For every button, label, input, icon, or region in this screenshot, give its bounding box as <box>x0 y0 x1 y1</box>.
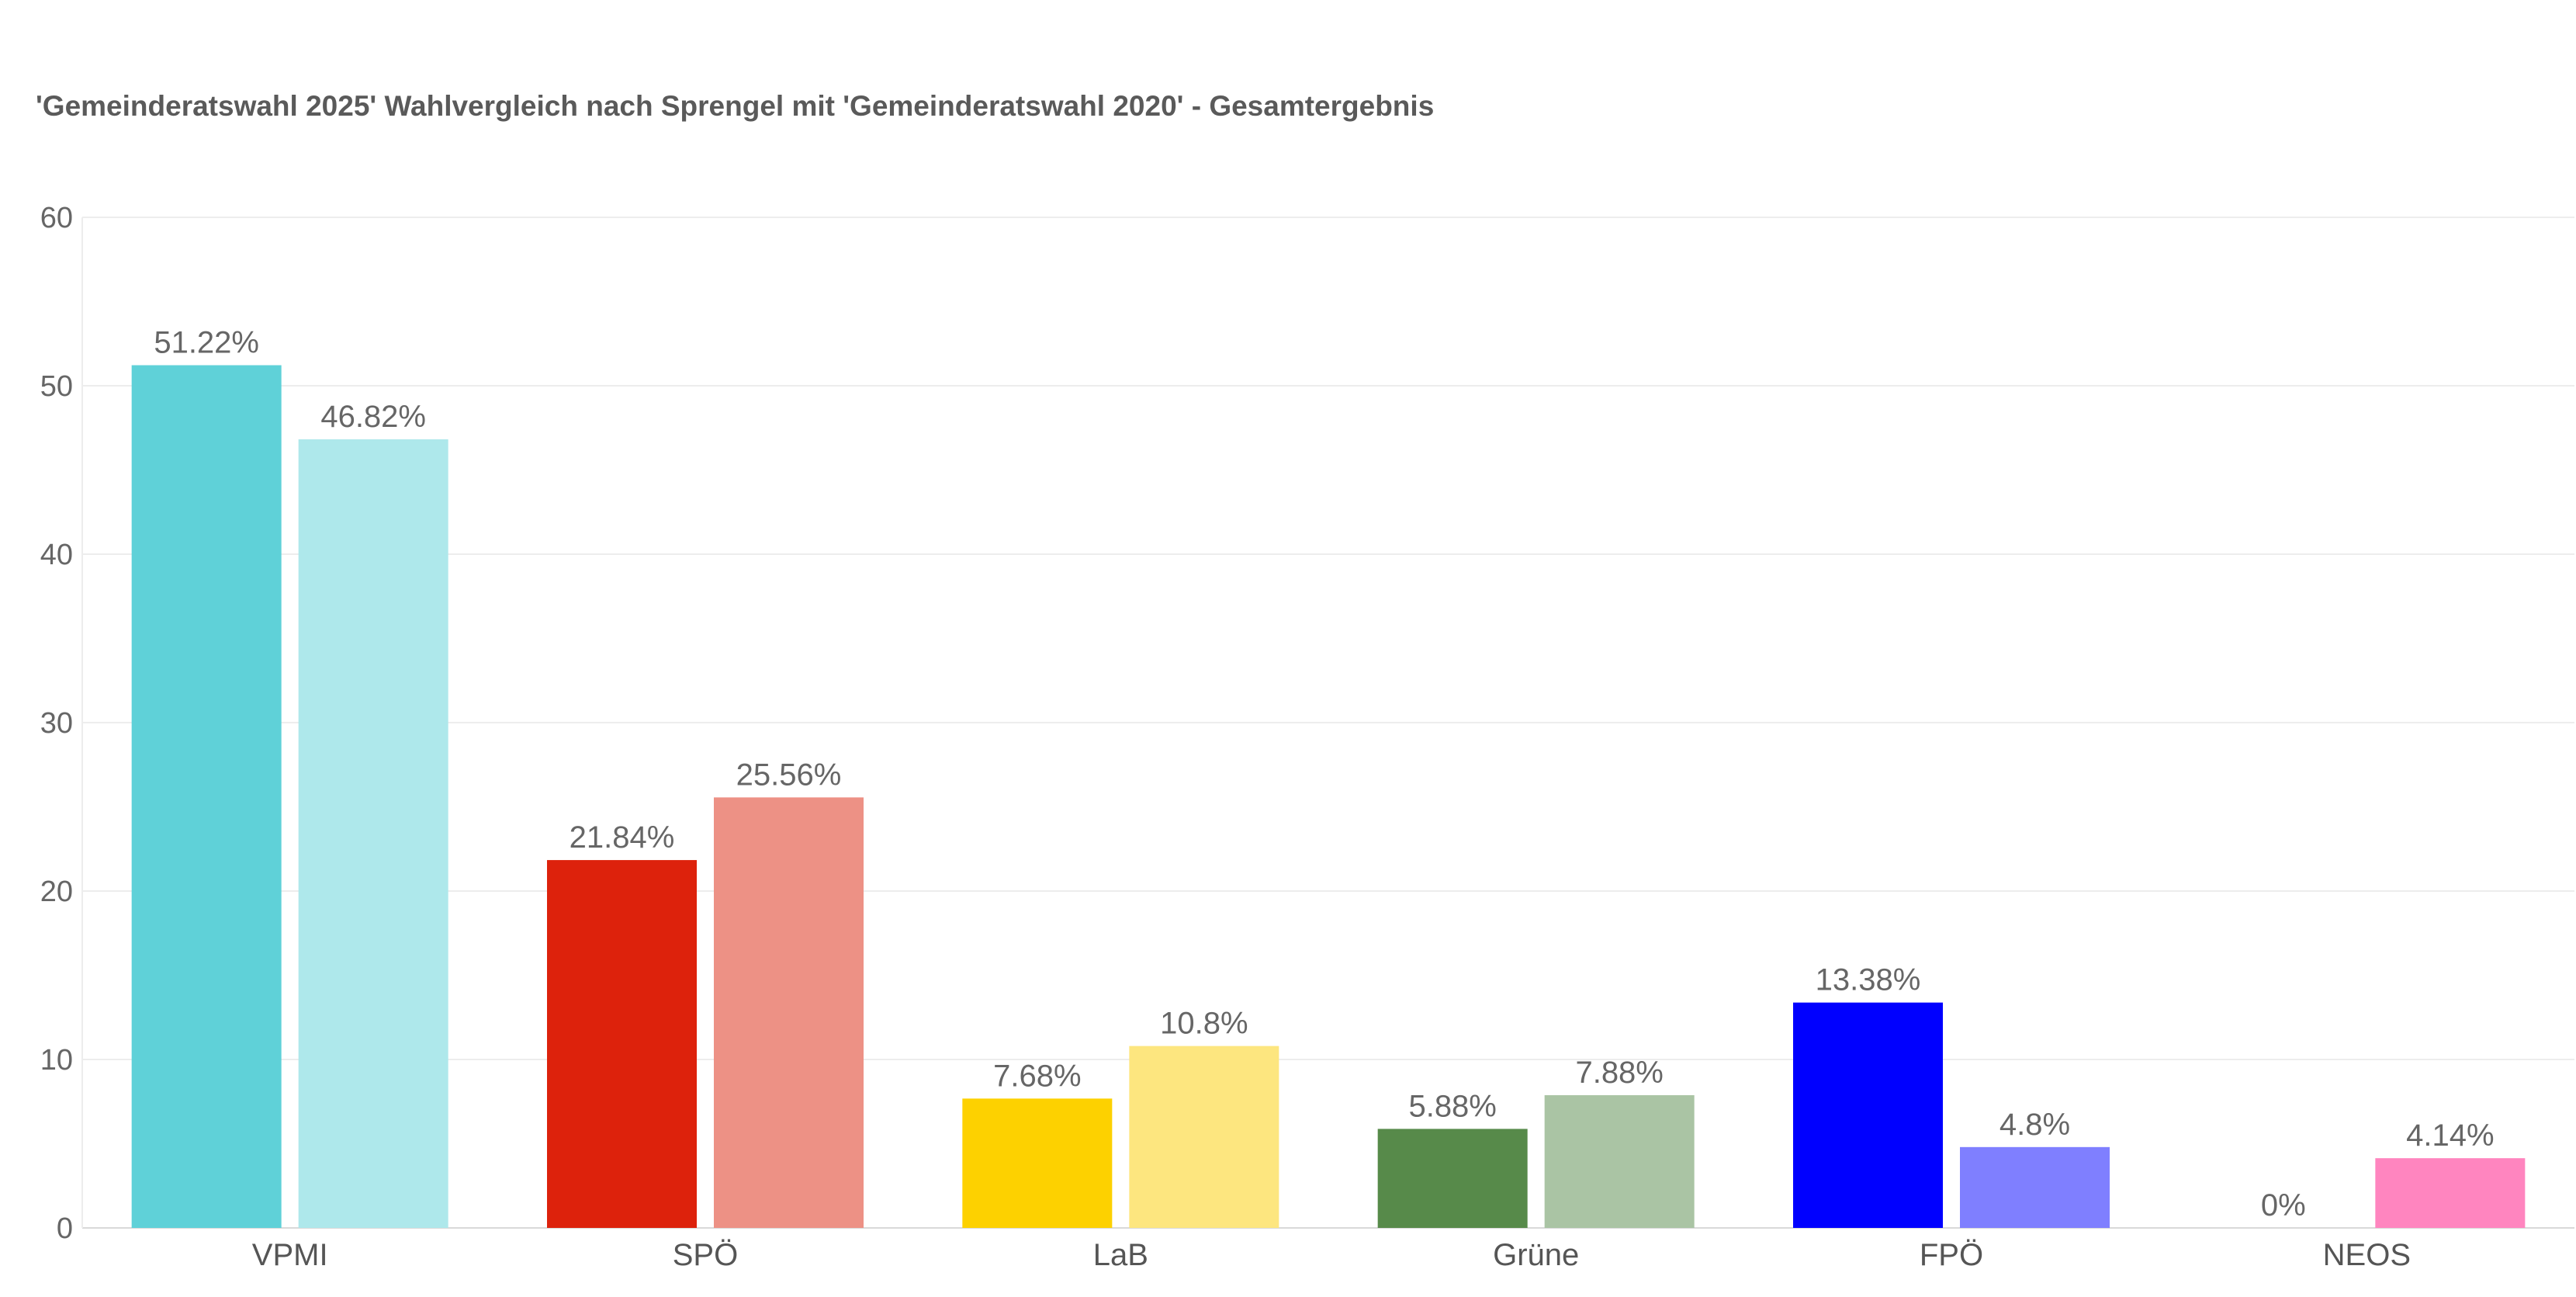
x-tick-label: Grüne <box>1493 1238 1579 1272</box>
bar <box>547 860 697 1228</box>
x-tick-label: LaB <box>1093 1238 1148 1272</box>
bar <box>1960 1146 2110 1228</box>
bar <box>298 439 448 1228</box>
bar <box>2375 1158 2526 1228</box>
y-tick-label: 20 <box>40 876 73 908</box>
bar-value-label: 5.88% <box>1408 1089 1496 1123</box>
y-tick-label: 0 <box>57 1212 73 1245</box>
bar-value-label: 21.84% <box>570 820 675 855</box>
y-tick-label: 50 <box>40 370 73 403</box>
chart-title: 'Gemeinderatswahl 2025' Wahlvergleich na… <box>36 90 1435 122</box>
bar <box>1377 1129 1528 1228</box>
y-tick-label: 60 <box>40 202 73 234</box>
y-axis: 0 10 20 30 40 50 60 <box>40 202 83 1245</box>
bar-value-label: 10.8% <box>1160 1007 1248 1041</box>
bar-value-label: 46.82% <box>320 400 426 434</box>
x-tick-label: VPMI <box>252 1238 328 1272</box>
bar <box>714 797 864 1228</box>
bar-value-label: 4.14% <box>2406 1118 2494 1153</box>
y-tick-label: 40 <box>40 539 73 571</box>
x-tick-label: NEOS <box>2323 1238 2411 1272</box>
bar-value-label: 4.8% <box>2000 1108 2070 1142</box>
grid-lines <box>82 217 2574 1229</box>
bar-value-label: 25.56% <box>736 758 842 792</box>
bar-value-label: 0% <box>2261 1188 2306 1222</box>
bar <box>1129 1046 1279 1228</box>
bar <box>1793 1002 1943 1228</box>
bar <box>962 1098 1113 1228</box>
x-tick-label: SPÖ <box>673 1238 738 1272</box>
bar <box>1544 1095 1695 1228</box>
bars <box>131 365 2526 1228</box>
bar-value-label: 51.22% <box>154 326 259 360</box>
bar <box>131 365 282 1228</box>
x-tick-label: FPÖ <box>1920 1238 1983 1272</box>
data-labels: 51.22% 46.82% 21.84% 25.56% 7.68% 10.8% 5.88% 7… <box>154 326 2494 1222</box>
x-axis: VPMI SPÖ LaB Grüne FPÖ NEOS <box>252 1238 2411 1272</box>
bar-value-label: 7.88% <box>1575 1056 1663 1090</box>
y-tick-label: 10 <box>40 1044 73 1077</box>
y-tick-label: 30 <box>40 707 73 740</box>
bar-value-label: 13.38% <box>1816 963 1921 997</box>
bar-value-label: 7.68% <box>993 1059 1081 1093</box>
